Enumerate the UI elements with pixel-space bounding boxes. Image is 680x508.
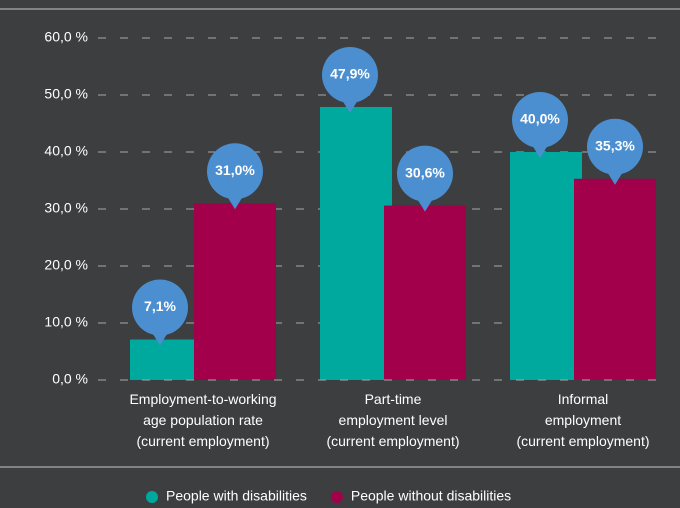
value-bubble (532, 145, 548, 158)
legend-label: People without disabilities (351, 488, 511, 504)
value-bubble (607, 171, 623, 185)
value-bubble (132, 279, 188, 336)
value-label: 31,0% (215, 162, 255, 178)
x-tick-label: Informal employment (current employment) (516, 391, 649, 449)
y-tick-label: 40,0 % (44, 143, 88, 159)
y-tick-label: 30,0 % (44, 200, 88, 216)
bar (384, 205, 466, 380)
y-tick-label: 60,0 % (44, 29, 88, 45)
value-bubble (227, 196, 243, 210)
y-tick-label: 20,0 % (44, 257, 88, 273)
value-bubble (152, 332, 168, 346)
value-label: 40,0% (520, 111, 560, 127)
bar (320, 106, 392, 380)
bar (574, 178, 656, 380)
value-bubble (587, 118, 643, 175)
value-bubble (417, 198, 433, 212)
value-bubble (322, 46, 378, 103)
legend-label: People with disabilities (166, 488, 307, 504)
value-label: 7,1% (144, 298, 176, 314)
y-tick-label: 50,0 % (44, 86, 88, 102)
bar (194, 203, 276, 380)
legend-marker (330, 491, 343, 503)
x-tick-label: Part-time employment level (current employ… (326, 391, 459, 449)
bar (130, 339, 202, 380)
legend-marker (146, 491, 158, 503)
value-bubble (512, 92, 568, 148)
bar (510, 152, 582, 380)
value-label: 30,6% (405, 164, 445, 180)
y-tick-label: 10,0 % (44, 314, 88, 330)
x-tick-label: Employment-to-working age population rate… (129, 391, 276, 449)
value-label: 35,3% (595, 137, 635, 153)
y-tick-label: 0,0 % (52, 371, 88, 387)
value-bubble (397, 145, 453, 202)
value-label: 47,9% (330, 66, 370, 82)
value-bubble (342, 99, 358, 113)
value-bubble (207, 143, 263, 200)
